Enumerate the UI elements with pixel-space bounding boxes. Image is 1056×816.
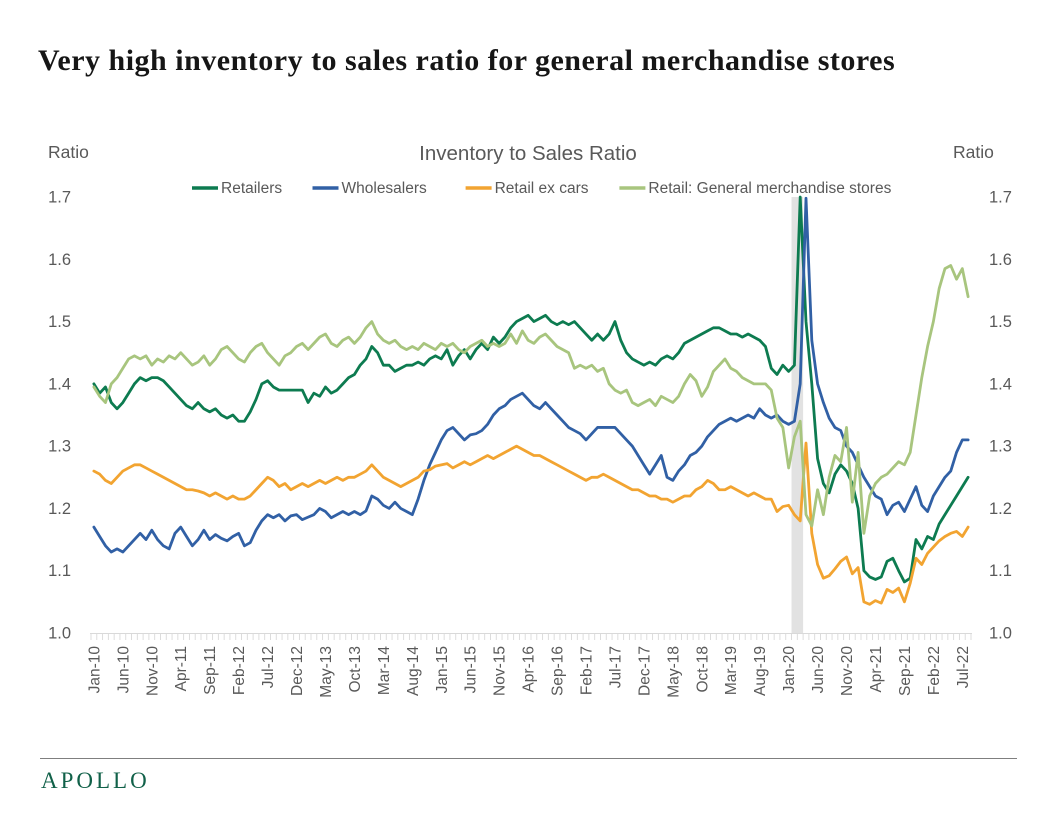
y-tick-label-left: 1.0	[48, 625, 71, 643]
x-tick-label: Feb-22	[926, 646, 943, 695]
x-tick-label: Mar-14	[376, 646, 393, 695]
y-tick-label-left: 1.7	[48, 189, 71, 207]
x-tick-label: Jan-15	[434, 646, 451, 693]
x-tick-label: Aug-19	[752, 646, 769, 696]
x-tick-label: Jun-15	[463, 646, 480, 693]
x-axis-labels: Jan-10 Jun-10 Nov-10 Apr-11 Sep-11 Feb-12 Jul-…	[86, 646, 971, 698]
series-line-retail-ex-cars	[92, 441, 970, 606]
x-tick-label: Oct-13	[347, 646, 364, 693]
x-tick-label: Jan-10	[86, 646, 103, 694]
page-title: Very high inventory to sales ratio for g…	[38, 44, 896, 77]
x-tick-label: Feb-17	[579, 646, 596, 695]
legend-label: Retail ex cars	[495, 180, 589, 197]
y-tick-label-right: 1.0	[989, 625, 1012, 643]
x-axis-ticks	[90, 633, 972, 640]
legend-label: Wholesalers	[342, 180, 428, 197]
y-tick-label-right: 1.4	[989, 375, 1012, 393]
recession-band	[791, 197, 804, 633]
x-tick-label: Nov-15	[492, 646, 509, 696]
y-tick-label-left: 1.5	[48, 313, 71, 331]
y-axis-title-left: Ratio	[48, 142, 89, 162]
x-tick-label: Sep-11	[202, 646, 219, 695]
x-tick-label: Dec-12	[289, 646, 306, 696]
x-tick-label: Jul-17	[607, 646, 624, 688]
x-tick-label: Sep-16	[550, 646, 567, 696]
series-line-retailers	[92, 195, 970, 584]
x-tick-label: Jun-20	[810, 646, 827, 694]
x-tick-label: May-13	[318, 646, 335, 698]
legend-label: Retail: General merchandise stores	[648, 180, 891, 197]
x-tick-label: Apr-16	[521, 646, 538, 693]
y-tick-label-left: 1.4	[48, 375, 71, 393]
x-tick-label: Mar-19	[723, 646, 740, 695]
x-tick-label: Oct-18	[694, 646, 711, 693]
legend-item-wholesalers[interactable]: Wholesalers	[312, 180, 428, 197]
y-tick-label-right: 1.5	[989, 313, 1012, 331]
y-tick-label-left: 1.3	[48, 438, 71, 456]
x-tick-label: Jan-20	[781, 646, 798, 694]
y-axis-title-right: Ratio	[953, 142, 994, 162]
y-tick-label-right: 1.3	[989, 438, 1012, 456]
x-tick-label: Jun-10	[115, 646, 132, 694]
y-tick-label-left: 1.2	[48, 500, 71, 518]
x-tick-label: Nov-10	[144, 646, 161, 696]
series-line-retail-general-merchandise-stores	[92, 264, 970, 535]
x-tick-label: Feb-12	[231, 646, 248, 695]
x-tick-label: Nov-20	[839, 646, 856, 696]
y-axis-labels: 1.0 1.0 1.1 1.1 1.2 1.2 1.3 1.3 1.4 1.4 1.5 1.5 1.6 1…	[48, 189, 1012, 643]
x-tick-label: Jul-12	[260, 646, 277, 688]
y-tick-label-right: 1.6	[989, 251, 1012, 269]
chart-title: Inventory to Sales Ratio	[419, 142, 637, 165]
brand-wordmark: APOLLO	[41, 768, 150, 793]
x-tick-label: Jul-22	[955, 646, 972, 688]
y-tick-label-left: 1.1	[48, 562, 71, 580]
legend: Retailers Wholesalers Retail ex cars Retail…	[192, 180, 892, 197]
legend-item-retailers[interactable]: Retailers	[192, 180, 282, 197]
legend-label: Retailers	[221, 180, 282, 197]
x-tick-label: Aug-14	[405, 646, 422, 696]
y-tick-label-left: 1.6	[48, 251, 71, 269]
y-tick-label-right: 1.7	[989, 189, 1012, 207]
legend-item-retail-general-merchandise-stores[interactable]: Retail: General merchandise stores	[619, 180, 892, 197]
y-tick-label-right: 1.1	[989, 562, 1012, 580]
x-tick-label: May-18	[665, 646, 682, 698]
series-line-wholesalers	[92, 196, 970, 554]
x-tick-label: Apr-11	[173, 646, 190, 691]
x-tick-label: Apr-21	[868, 646, 885, 693]
x-tick-label: Dec-17	[636, 646, 653, 696]
x-tick-label: Sep-21	[897, 646, 914, 696]
legend-item-retail-ex-cars[interactable]: Retail ex cars	[465, 180, 589, 197]
y-tick-label-right: 1.2	[989, 500, 1012, 518]
footer-divider	[40, 758, 1017, 759]
